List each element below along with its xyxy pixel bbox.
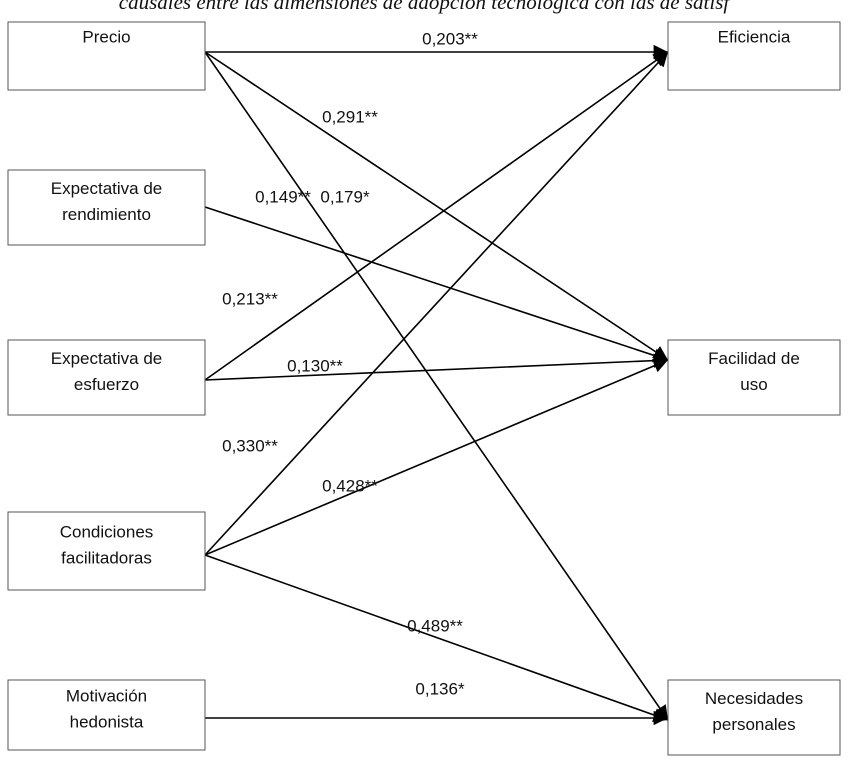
node-box	[7, 169, 206, 246]
node-label: Precio	[82, 27, 130, 46]
edge	[204, 554, 669, 722]
node-label: esfuerzo	[74, 375, 139, 394]
title: causales entre las dimensiones de adopci…	[119, 0, 733, 14]
edge-label: 0,330**	[222, 436, 278, 455]
edge-label: 0,149**	[255, 187, 311, 206]
node-label: hedonista	[70, 712, 144, 731]
node-label: uso	[740, 375, 767, 394]
node-box	[7, 339, 206, 416]
node-label: rendimiento	[62, 205, 151, 224]
node-box	[667, 339, 841, 416]
node-label: Facilidad de	[708, 349, 800, 368]
edge-label: 0,136*	[415, 679, 465, 698]
edge-label: 0,489**	[407, 616, 463, 635]
node-label: Motivación	[66, 686, 147, 705]
edge-label: 0,130**	[287, 356, 343, 375]
edge-label: 0,213**	[222, 289, 278, 308]
node-label: personales	[712, 715, 795, 734]
edge	[204, 51, 669, 361]
edge	[204, 358, 669, 556]
edge	[204, 51, 669, 721]
node-box	[7, 21, 206, 91]
node-box	[7, 511, 206, 591]
node-label: Necesidades	[705, 689, 803, 708]
edge	[204, 206, 669, 363]
edge	[204, 51, 669, 556]
edge-label: 0,428**	[322, 476, 378, 495]
node-label: Eficiencia	[718, 27, 791, 46]
node-box	[667, 679, 841, 756]
node-box	[667, 21, 841, 91]
node-label: Expectativa de	[51, 179, 163, 198]
edge	[204, 353, 669, 381]
edge-label: 0,291**	[322, 107, 378, 126]
node-label: Condiciones	[60, 522, 154, 541]
edge	[204, 51, 669, 381]
edge-label: 0,203**	[422, 29, 478, 48]
node-label: Expectativa de	[51, 349, 163, 368]
edge-label: 0,179*	[320, 187, 370, 206]
node-label: facilitadoras	[61, 548, 152, 567]
node-box	[7, 679, 206, 751]
